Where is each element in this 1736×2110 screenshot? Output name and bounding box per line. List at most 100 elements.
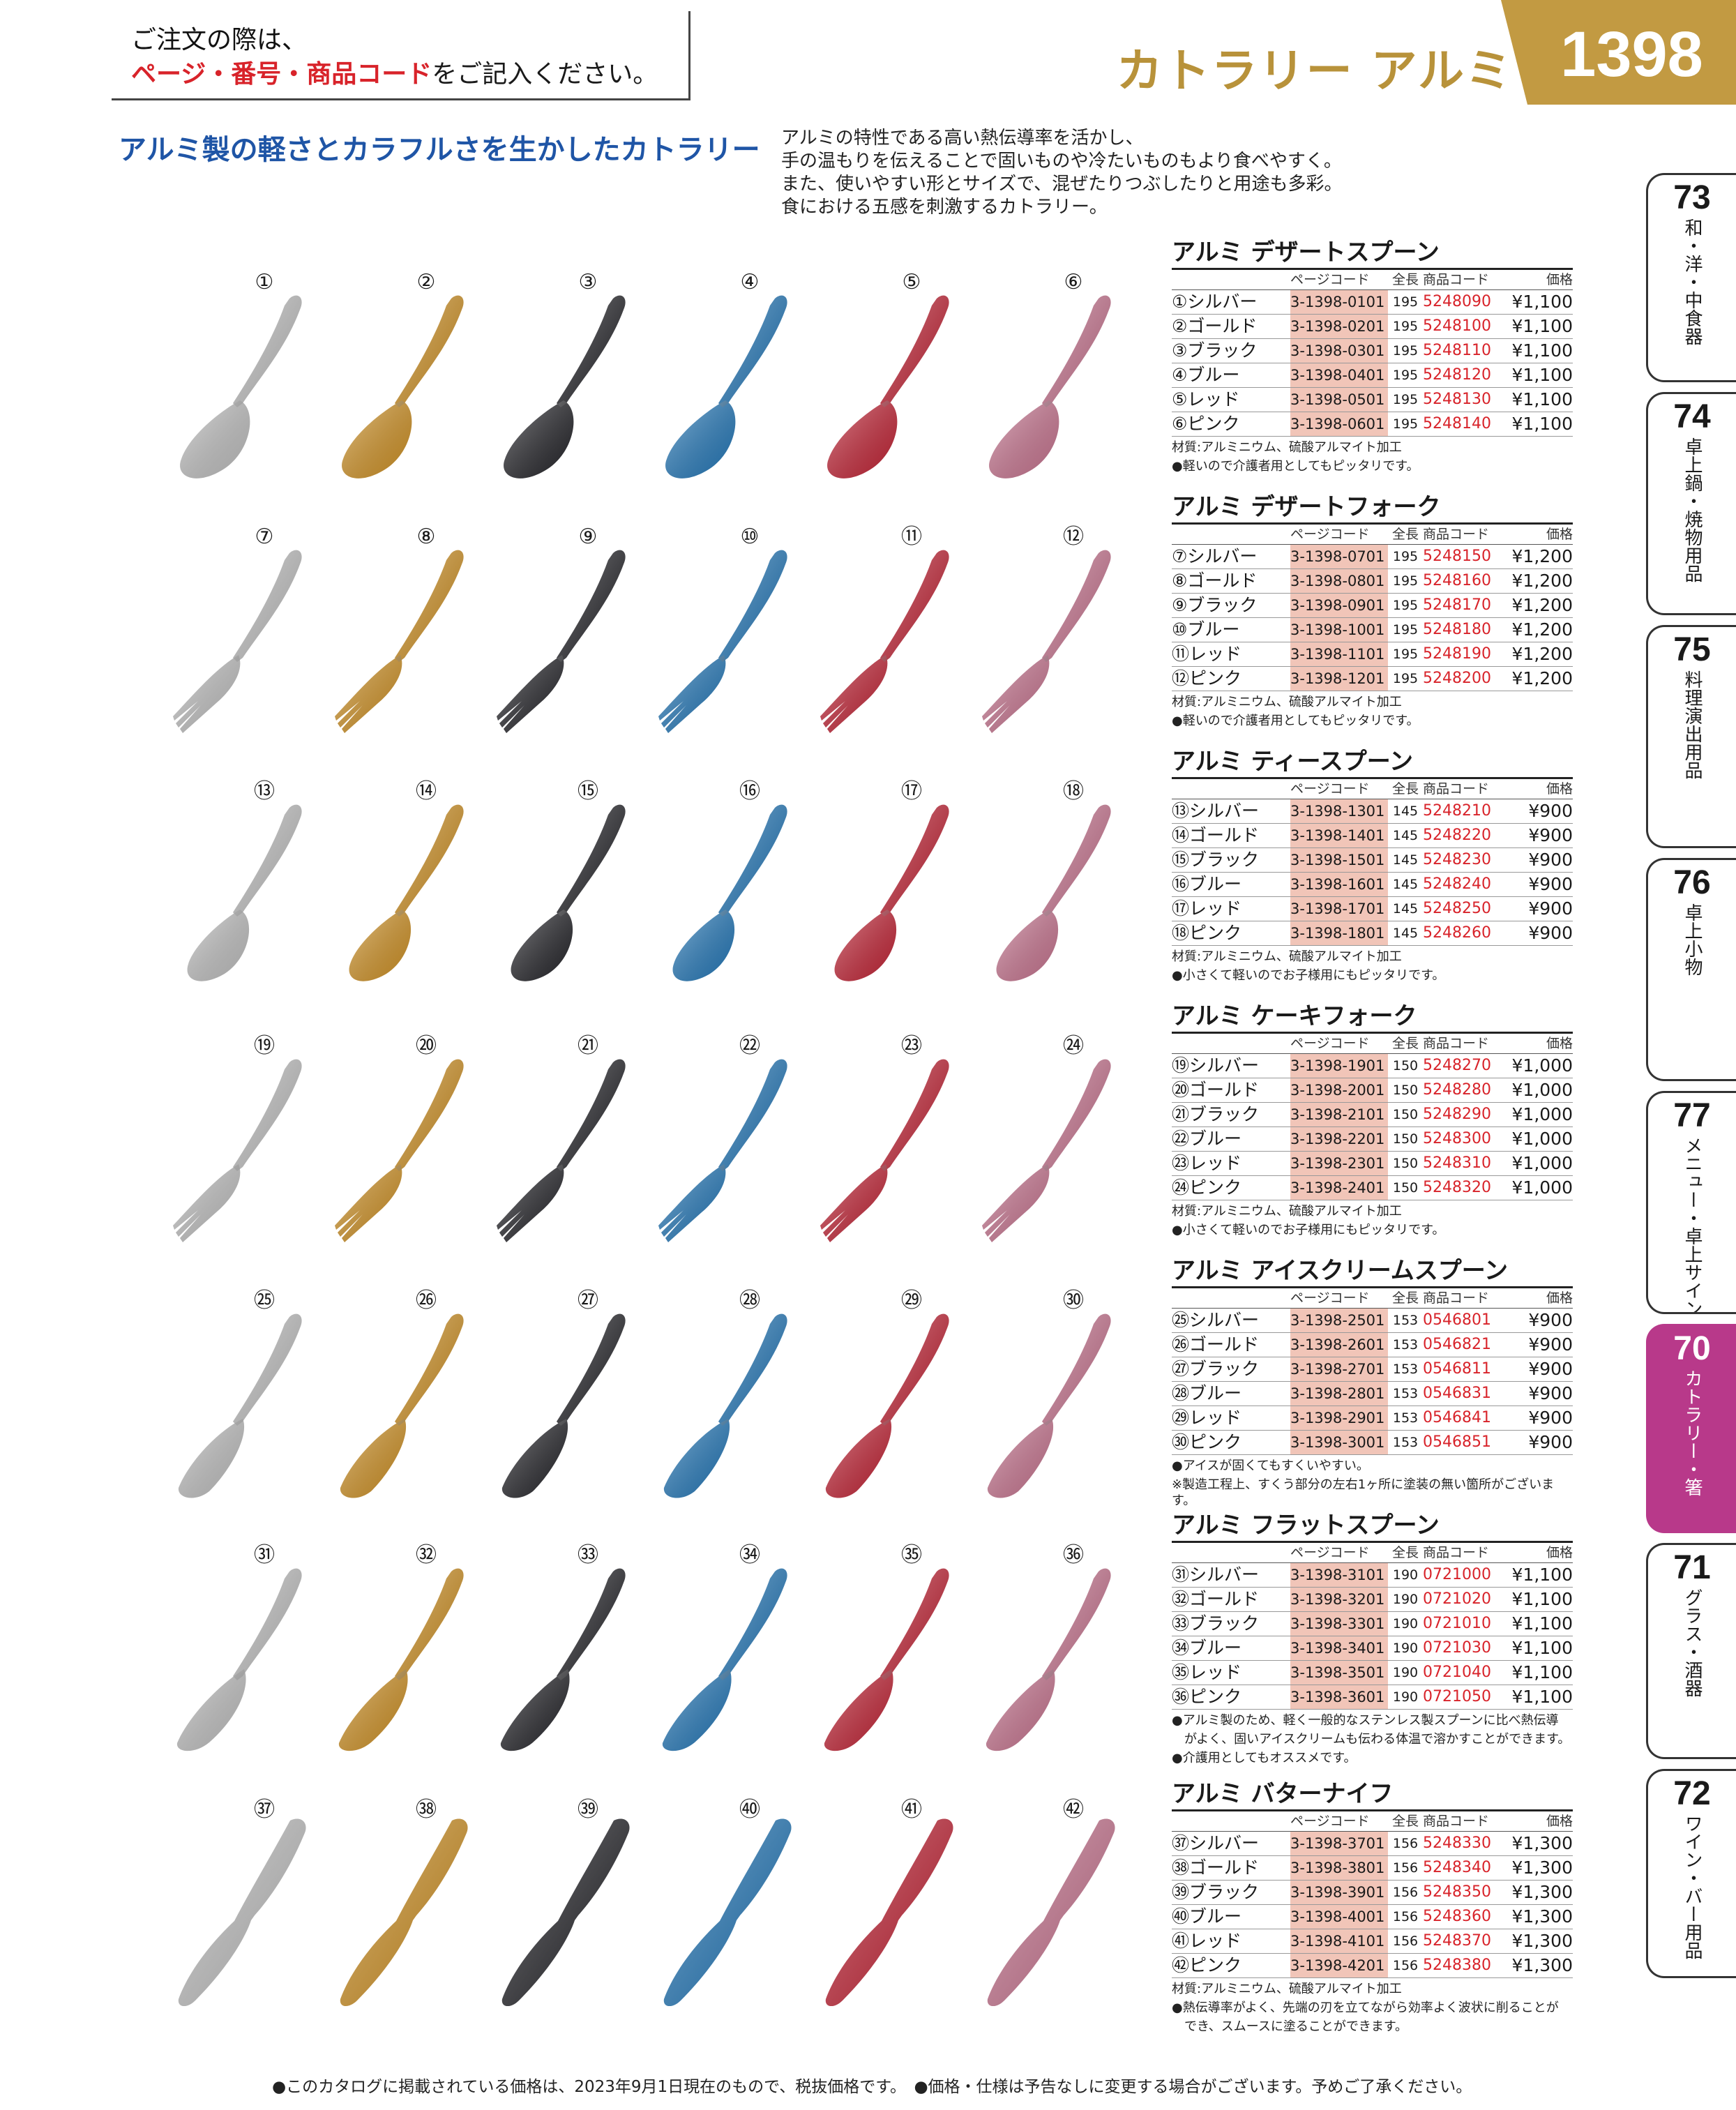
tab-label: 料理演出用品 [1682,670,1703,779]
tab-70[interactable]: 70 カトラリー・箸 [1646,1324,1736,1533]
price: ¥1,100 [1511,414,1573,434]
product-note: ●軽いので介護者用としてもピッタリです。 [1172,714,1419,728]
length: 195 [1392,671,1419,686]
page-code: 3-1398-2701 [1290,1357,1388,1381]
length: 156 [1392,1909,1419,1924]
fork-photo: ⑫ [969,511,1131,748]
page-code: 3-1398-2301 [1290,1152,1388,1175]
product-title: アルミ ティースプーン [1172,746,1573,779]
item-number: ④ [740,270,760,294]
column-header: 全長 [1391,1290,1419,1306]
table-row: ㉙レッド 3-1398-2901 153 0546841 ¥900 [1172,1406,1573,1431]
table-row: ⑰レッド 3-1398-1701 145 5248250 ¥900 [1172,897,1573,921]
cakefork-image [173,1059,302,1242]
color-name: ⑪レッド [1172,644,1242,664]
knife-photo: ㊷ [969,1784,1131,2021]
tab-77[interactable]: 77 メニュー・卓上サイン [1646,1091,1736,1314]
product-code: 5248240 [1423,875,1491,893]
color-name: ⑰レッド [1172,898,1242,919]
column-header: 価格 [1546,1036,1573,1051]
product-code: 5248140 [1423,415,1491,432]
knife-image [663,1818,792,2007]
icespoon-photo: ㉗ [484,1275,646,1512]
table-row: ㊵ブルー 3-1398-4001 156 5248360 ¥1,300 [1172,1905,1573,1929]
color-name: ㉙レッド [1172,1408,1242,1428]
color-name: ⑦シルバー [1172,546,1258,566]
color-name: ㉗ブラック [1172,1359,1260,1379]
cakefork-photo: ㉔ [969,1020,1131,1258]
page-code: 3-1398-1201 [1290,667,1388,691]
flatspoon-image [662,1568,787,1751]
notice-line1: ご注文の際は、 [131,26,308,54]
product-title: アルミ フラットスプーン [1172,1510,1573,1543]
page-code: 3-1398-0101 [1290,290,1388,314]
price: ¥1,100 [1511,1687,1573,1707]
teaspoon-image [996,804,1111,981]
tab-74[interactable]: 74 卓上鍋・焼物用品 [1646,392,1736,615]
fork-photo: ⑨ [484,511,646,748]
item-number: ⑩ [740,525,760,549]
column-header: 商品コード [1423,1814,1490,1829]
page-code: 3-1398-3601 [1290,1685,1388,1709]
color-name: ⑯ブルー [1172,874,1242,894]
item-number: ⑭ [416,779,437,804]
icespoon-photo: ㉕ [160,1275,322,1512]
teaspoon-photo: ⑯ [646,766,808,1003]
tab-71[interactable]: 71 グラス・酒器 [1646,1543,1736,1759]
length: 145 [1392,852,1419,868]
intro-line: 食における五感を刺激するカトラリー。 [781,197,1108,218]
flatspoon-photo: ㉛ [160,1530,322,1767]
fork-photo: ⑩ [646,511,808,748]
page-code: 3-1398-0601 [1290,412,1388,436]
length: 190 [1392,1665,1419,1680]
length: 190 [1392,1592,1419,1607]
price: ¥1,000 [1511,1129,1573,1149]
product-code: 5248360 [1423,1908,1491,1925]
product-code: 5248090 [1423,293,1491,310]
table-row: ㉗ブラック 3-1398-2701 153 0546811 ¥900 [1172,1357,1573,1382]
color-name: ㉑ブラック [1172,1104,1260,1124]
page-code: 3-1398-3501 [1290,1661,1388,1685]
table-row: ㉘ブルー 3-1398-2801 153 0546831 ¥900 [1172,1382,1573,1406]
length: 156 [1392,1958,1419,1973]
flatspoon-photo: ㉜ [322,1530,484,1767]
length: 150 [1392,1180,1419,1196]
item-number: ⑱ [1063,779,1084,804]
cakefork-photo: ㉓ [808,1020,969,1258]
item-number: ⑬ [254,779,275,804]
page-code: 3-1398-3101 [1290,1563,1388,1587]
length: 195 [1392,622,1419,638]
price: ¥900 [1528,1383,1573,1403]
product-row-spoon: ① ② ③ ④ ⑤ ⑥ [160,257,1158,494]
page-code: 3-1398-2901 [1290,1406,1388,1430]
item-number: ⑲ [254,1034,275,1058]
length: 153 [1392,1435,1419,1450]
tab-76[interactable]: 76 卓上小物 [1646,858,1736,1081]
tab-number: 70 [1673,1330,1711,1367]
page-code: 3-1398-2601 [1290,1333,1388,1357]
table-header: ページコード 全長 商品コード 価格 [1172,525,1573,545]
knife-image [178,1818,306,2007]
length: 153 [1392,1362,1419,1377]
price: ¥1,100 [1511,340,1573,361]
column-header: 全長 [1391,272,1419,287]
tab-73[interactable]: 73 和・洋・中食器 [1646,173,1736,382]
table-row: ㉚ピンク 3-1398-3001 153 0546851 ¥900 [1172,1431,1573,1455]
table-row: ㉒ブルー 3-1398-2201 150 5248300 ¥1,000 [1172,1127,1573,1152]
tab-75[interactable]: 75 料理演出用品 [1646,625,1736,848]
price: ¥1,100 [1511,365,1573,385]
color-name: ㉖ゴールド [1172,1334,1260,1355]
item-number: ⑥ [1064,270,1083,294]
table-row: ㉕シルバー 3-1398-2501 153 0546801 ¥900 [1172,1309,1573,1333]
item-number: ⑰ [901,779,922,804]
tab-72[interactable]: 72 ワイン・バー用品 [1646,1769,1736,1978]
color-name: ⑳ゴールド [1172,1080,1260,1100]
spoon-image [665,295,787,478]
price: ¥900 [1528,898,1573,919]
column-header [1172,1288,1290,1308]
page-code: 3-1398-1801 [1290,921,1388,945]
tab-label: 和・洋・中食器 [1682,218,1703,345]
item-number: ㊳ [416,1798,437,1822]
page-code: 3-1398-0801 [1290,569,1388,593]
product-code: 5248260 [1423,924,1491,942]
